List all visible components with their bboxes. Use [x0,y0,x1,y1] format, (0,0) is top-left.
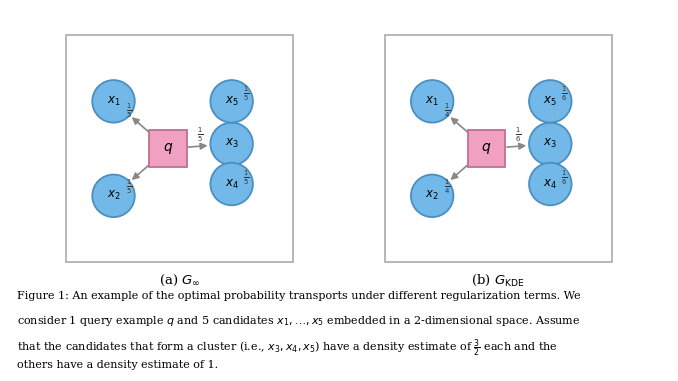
Text: $\frac{1}{6}$: $\frac{1}{6}$ [561,169,567,187]
Circle shape [529,123,572,165]
Text: $x_3$: $x_3$ [543,137,557,150]
Text: $x_4$: $x_4$ [543,178,557,190]
Circle shape [210,80,253,123]
Text: (a) $G_{\infty}$: (a) $G_{\infty}$ [159,272,201,288]
Text: $x_2$: $x_2$ [425,189,439,202]
Text: $q$: $q$ [163,141,173,156]
Text: $\frac{1}{4}$: $\frac{1}{4}$ [444,102,451,120]
Text: $x_4$: $x_4$ [224,178,239,190]
Text: $x_5$: $x_5$ [543,95,557,108]
Text: $\frac{1}{5}$: $\frac{1}{5}$ [125,177,132,195]
FancyBboxPatch shape [149,130,186,168]
Text: that the candidates that form a cluster (i.e., $x_3, x_4, x_5$) have a density e: that the candidates that form a cluster … [17,337,558,359]
Text: $\frac{1}{6}$: $\frac{1}{6}$ [515,125,521,144]
Text: $x_5$: $x_5$ [224,95,239,108]
Text: (b) $G_{\mathrm{KDE}}$: (b) $G_{\mathrm{KDE}}$ [471,272,525,288]
Text: $\frac{1}{4}$: $\frac{1}{4}$ [444,177,451,195]
Text: $q$: $q$ [481,141,492,156]
Circle shape [529,163,572,205]
Text: $x_2$: $x_2$ [106,189,121,202]
Text: $\frac{1}{5}$: $\frac{1}{5}$ [243,85,249,103]
Text: $x_1$: $x_1$ [106,95,121,108]
Circle shape [529,80,572,123]
Circle shape [210,123,253,165]
Text: $\frac{1}{5}$: $\frac{1}{5}$ [197,125,203,144]
FancyBboxPatch shape [385,35,612,262]
Text: $\frac{1}{6}$: $\frac{1}{6}$ [561,85,567,103]
Text: Figure 1: An example of the optimal probability transports under different regul: Figure 1: An example of the optimal prob… [17,291,580,301]
Text: consider 1 query example $q$ and 5 candidates $x_1, \ldots, x_5$ embedded in a 2: consider 1 query example $q$ and 5 candi… [17,314,580,328]
Text: $\frac{1}{5}$: $\frac{1}{5}$ [243,169,249,187]
Text: $\frac{1}{5}$: $\frac{1}{5}$ [125,102,132,120]
Text: others have a density estimate of 1.: others have a density estimate of 1. [17,360,218,370]
FancyBboxPatch shape [468,130,505,168]
Circle shape [411,80,454,123]
Text: $x_1$: $x_1$ [425,95,439,108]
Text: $x_3$: $x_3$ [224,137,239,150]
Circle shape [210,163,253,205]
Circle shape [92,174,135,217]
Circle shape [92,80,135,123]
Circle shape [411,174,454,217]
FancyBboxPatch shape [66,35,293,262]
